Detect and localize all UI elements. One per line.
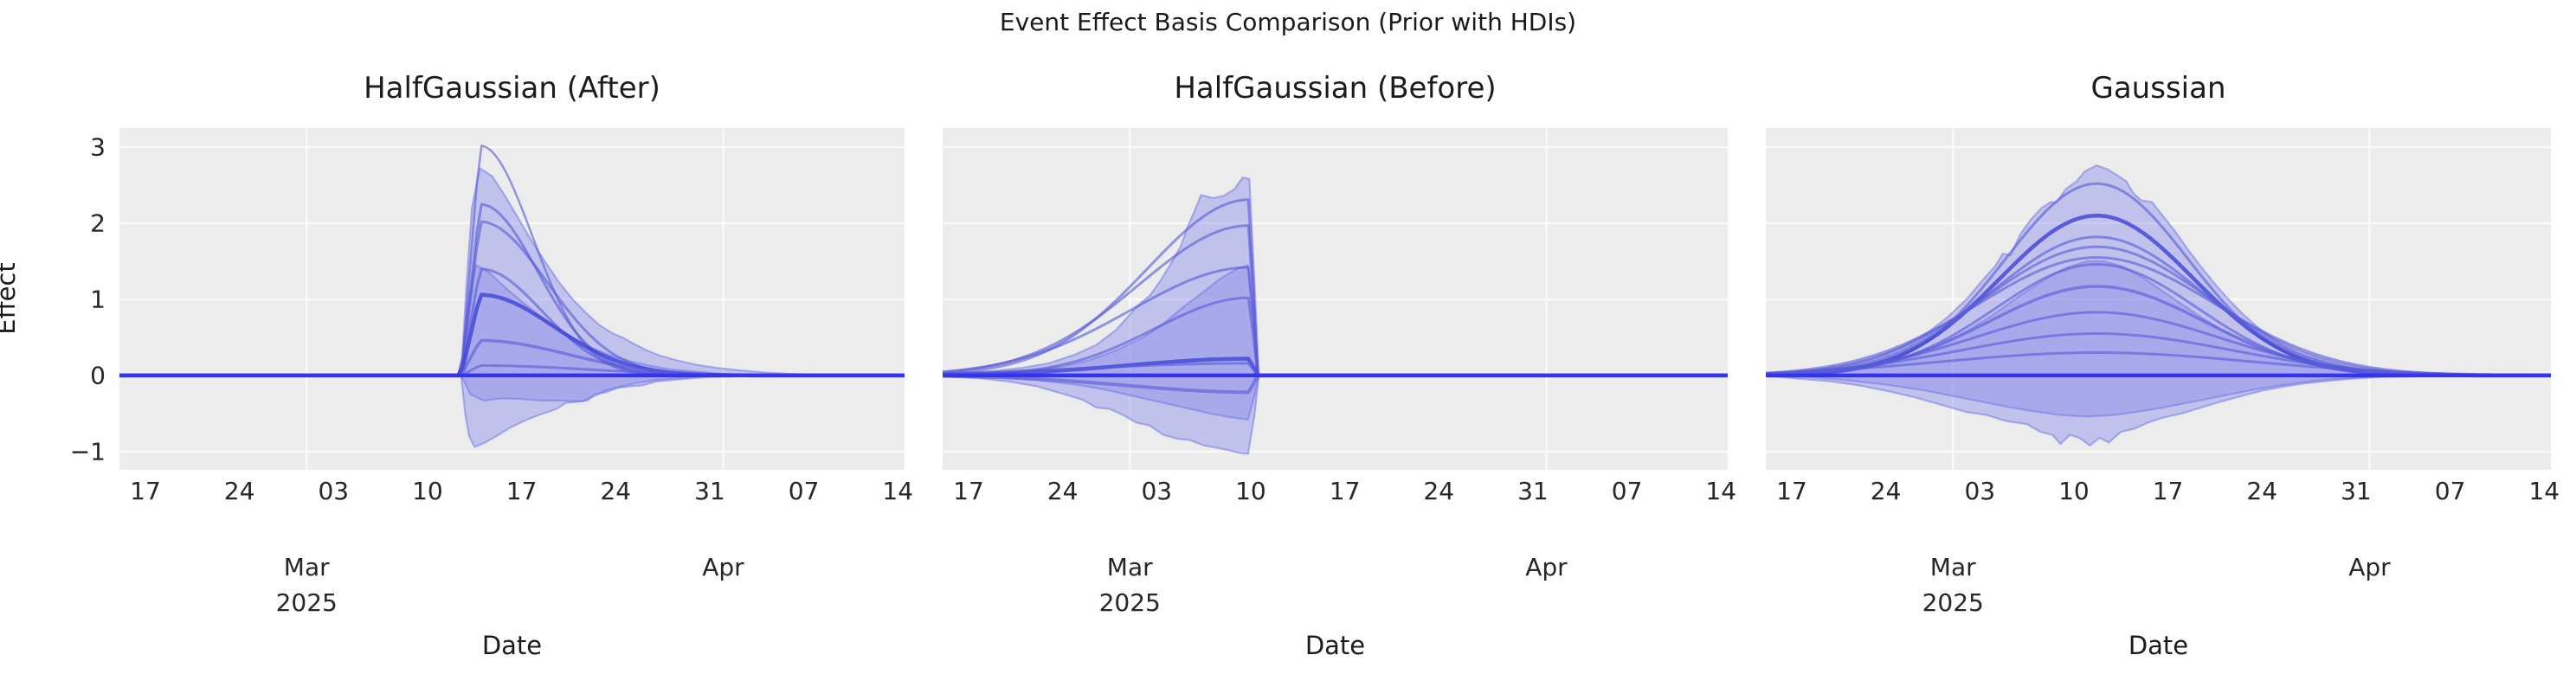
x-tick-label: 17 [1776,477,1807,505]
x-tick-label: 31 [1517,477,1549,505]
x-tick-label: 10 [2058,477,2090,505]
prior-draw-line [1766,351,2551,377]
x-tick-label: 17 [953,477,984,505]
x-axis-label: Date [481,631,543,660]
x-tick-label: 17 [506,477,538,505]
y-axis-label: Effect [0,262,21,335]
y-tick-label: 1 [90,285,106,314]
hdi-outer-band [119,168,905,447]
x-tick-label: 31 [2341,477,2372,505]
y-tick-label: −1 [69,437,106,466]
x-tick-label: 07 [2434,477,2466,505]
figure-title: Event Effect Basis Comparison (Prior wit… [999,8,1577,36]
x-tick-label: 14 [2528,477,2560,505]
x-tick-label: 24 [223,477,255,505]
x-tick-label: 24 [1423,477,1455,505]
y-tick-label: 0 [90,361,106,390]
x-tick-label: 07 [1611,477,1643,505]
x-tick-label: 07 [788,477,820,505]
x-axis-label: Date [1304,631,1366,660]
x-tick-label: 03 [1141,477,1173,505]
subplot-gaussian: Gaussian 17 24 03 10 17 24 31 07 14 Mar 2025 Apr Date [1766,0,2560,687]
plot-area [943,128,1728,470]
subplot-title: HalfGaussian (After) [364,71,660,106]
subplot-title: HalfGaussian (Before) [1174,71,1497,106]
x-tick-label: 03 [318,477,350,505]
y-tick-label: 3 [90,132,106,162]
subplot-halfgaussian-after: HalfGaussian (After) 17 24 03 10 17 24 31 07 14 Ma… [0,0,913,687]
x-tick-label: 10 [412,477,443,505]
subplot-title: Gaussian [2090,71,2226,106]
month-label: Mar 2025 [275,553,338,617]
subplot-halfgaussian-before: HalfGaussian (Before) 17 24 03 10 17 24 31 07 14 M… [943,0,1736,687]
month-label: Apr [1525,553,1568,581]
x-tick-label: 17 [1329,477,1361,505]
x-axis-label: Date [2128,631,2189,660]
x-tick-label: 17 [2152,477,2184,505]
x-tick-label: 24 [600,477,632,505]
month-label: Apr [2348,553,2391,581]
x-tick-label: 24 [2246,477,2278,505]
hdi-inner-band [119,265,905,401]
hdi-inner-band [943,265,1728,420]
month-label: Apr [702,553,744,581]
month-label: Mar 2025 [1922,553,1984,617]
month-label: Mar 2025 [1098,553,1161,617]
x-tick-label: 24 [1046,477,1079,505]
x-tick-label: 24 [1870,477,1902,505]
x-tick-label: 17 [130,477,161,505]
y-tick-label: 2 [90,209,106,238]
x-tick-label: 14 [1705,477,1737,505]
x-tick-label: 03 [1964,477,1996,505]
x-tick-label: 31 [694,477,725,505]
plot-area [119,128,905,470]
plot-area [1766,128,2551,470]
x-tick-label: 10 [1235,477,1266,505]
x-tick-label: 14 [882,477,914,505]
